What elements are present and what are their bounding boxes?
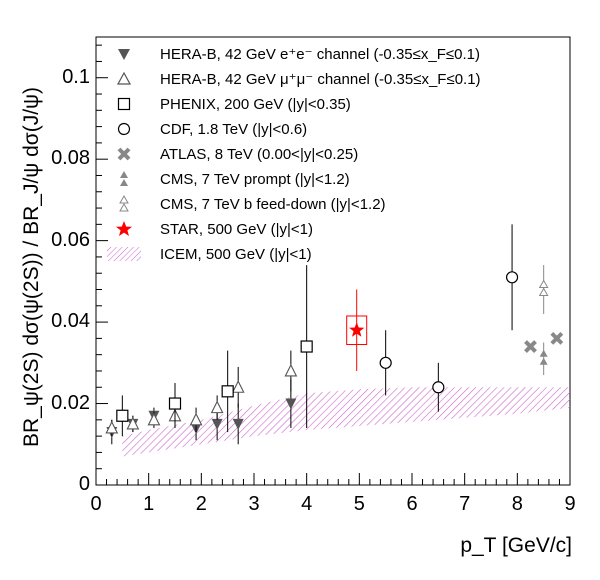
- data-point-double-triangle-filled: [539, 357, 548, 365]
- data-point-triangle-down-filled: [285, 398, 297, 410]
- legend-label-cms-bfeed: CMS, 7 TeV b feed-down (|y|<1.2): [160, 195, 386, 213]
- data-point-double-triangle-open: [538, 279, 549, 289]
- data-point-star: [349, 322, 365, 337]
- data-point-double-triangle-filled: [539, 349, 548, 357]
- data-point-triangle-up-open: [210, 400, 224, 414]
- y-tick-label: 0: [78, 473, 90, 495]
- x-tick-label: 4: [301, 493, 313, 515]
- x-tick-label: 7: [459, 493, 471, 515]
- legend-label-phenix: PHENIX, 200 GeV (|y|<0.35): [160, 95, 351, 113]
- legend-item-atlas: ATLAS, 8 TeV (0.00<|y|<0.25): [104, 143, 358, 165]
- x-tick-label: 6: [406, 493, 418, 515]
- data-point-triangle-down-filled: [211, 418, 223, 430]
- legend-item-cdf: CDF, 1.8 TeV (|y|<0.6): [104, 118, 307, 140]
- legend-marker-herab-mumu: [104, 68, 144, 90]
- x-tick-label: 2: [195, 493, 207, 515]
- data-point-triangle-up-open: [126, 416, 140, 430]
- x-tick-label: 3: [248, 493, 260, 515]
- x-tick-label: 1: [143, 493, 155, 515]
- legend-item-icem: ICEM, 500 GeV (|y|<1): [104, 243, 312, 265]
- data-point-triangle-up-open: [189, 412, 203, 426]
- data-point-circle-open: [505, 271, 519, 284]
- x-tick-label: 5: [353, 493, 365, 515]
- legend-marker-cdf: [104, 118, 144, 140]
- legend-item-phenix: PHENIX, 200 GeV (|y|<0.35): [104, 93, 351, 115]
- data-point-triangle-up-open: [147, 412, 161, 426]
- legend-marker-atlas: [104, 143, 144, 165]
- data-point-circle-open: [379, 356, 392, 369]
- icem-band: [122, 387, 570, 457]
- legend-label-cms-prompt: CMS, 7 TeV prompt (|y|<1.2): [160, 170, 350, 188]
- data-point-cross-filled: [550, 331, 564, 345]
- legend-marker-icem: [104, 243, 144, 265]
- legend-marker-phenix: [104, 93, 144, 115]
- legend-label-icem: ICEM, 500 GeV (|y|<1): [160, 245, 312, 263]
- x-tick-label: 8: [511, 493, 523, 515]
- legend-item-herab-ee: HERA-B, 42 GeV e⁺e⁻ channel (-0.35≤x_F≤0…: [104, 43, 480, 65]
- y-tick-label: 0.04: [51, 310, 90, 333]
- legend-item-cms-bfeed: CMS, 7 TeV b feed-down (|y|<1.2): [104, 193, 386, 215]
- legend-label-atlas: ATLAS, 8 TeV (0.00<|y|<0.25): [160, 145, 359, 163]
- data-point-triangle-up-open: [231, 380, 245, 393]
- data-point-triangle-down-filled: [232, 418, 244, 430]
- legend-label-herab-ee: HERA-B, 42 GeV e⁺e⁻ channel (-0.35≤x_F≤0…: [160, 46, 480, 63]
- legend-label-herab-mumu: HERA-B, 42 GeV μ⁺μ⁻ channel (-0.35≤x_F≤0…: [160, 71, 481, 88]
- data-point-square-open: [116, 409, 129, 422]
- legend-label-star: STAR, 500 GeV (|y|<1): [160, 220, 313, 238]
- legend-item-star: STAR, 500 GeV (|y|<1): [104, 218, 313, 240]
- legend-marker-cms-prompt: [104, 168, 144, 190]
- data-point-cross-filled: [524, 340, 537, 353]
- legend-item-cms-prompt: CMS, 7 TeV prompt (|y|<1.2): [104, 168, 350, 190]
- y-tick-label: 0.02: [51, 391, 90, 414]
- x-tick-label: 9: [564, 493, 576, 515]
- systematic-box: [346, 315, 368, 345]
- data-point-triangle-up-open: [105, 420, 119, 434]
- data-point-square-open: [300, 340, 313, 353]
- legend-label-cdf: CDF, 1.8 TeV (|y|<0.6): [160, 120, 308, 138]
- y-tick-label: 0.06: [51, 228, 90, 251]
- data-point-square-open: [221, 385, 234, 398]
- plot-frame: [95, 36, 571, 486]
- data-point-square-open: [168, 397, 182, 410]
- data-point-circle-open: [432, 381, 445, 394]
- y-tick-label: 0.1: [62, 65, 90, 88]
- x-tick-label: 0: [90, 493, 102, 515]
- legend-marker-cms-bfeed: [104, 193, 144, 215]
- data-point-double-triangle-open: [538, 287, 549, 297]
- legend-marker-star: [104, 218, 144, 240]
- x-axis-label: p_T [GeV/c]: [460, 534, 572, 557]
- data-point-triangle-up-open: [284, 363, 298, 377]
- y-tick-label: 0.08: [51, 147, 90, 170]
- legend-marker-herab-ee: [104, 43, 144, 65]
- legend-item-herab-mumu: HERA-B, 42 GeV μ⁺μ⁻ channel (-0.35≤x_F≤0…: [104, 68, 481, 90]
